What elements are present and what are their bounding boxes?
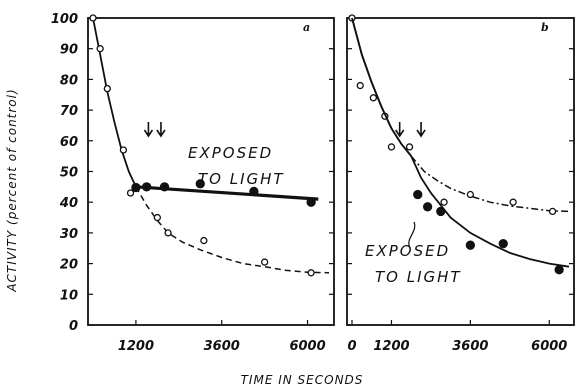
panel-b-open-point — [509, 198, 517, 206]
panel-a-filled-point — [195, 179, 205, 189]
panel-b-filled-point — [465, 240, 476, 250]
panel-b-annotation: TO LIGHT — [375, 268, 462, 286]
panel-a-open-point — [164, 229, 172, 237]
panel-b-fit-dashed — [410, 155, 570, 213]
panel-a-fit-solid — [92, 17, 137, 188]
panel-a-open-point — [260, 258, 269, 266]
y-tick-label: 90 — [60, 43, 78, 58]
panel-b-filled-point — [498, 238, 508, 249]
y-tick-label: 10 — [60, 288, 78, 303]
panel-a-filled-point — [306, 197, 316, 207]
panel-b-x-tick-label: 3600 — [452, 339, 488, 354]
panel-a-x-tick-label: 6000 — [289, 339, 325, 354]
panel-b-filled-point — [436, 206, 446, 217]
y-tick-label: 30 — [60, 227, 78, 242]
panel-a-open-point — [103, 84, 111, 93]
y-axis-label: ACTIVITY (percent of control) — [5, 88, 19, 292]
y-tick-label: 40 — [59, 196, 78, 211]
panel-a-x-tick-label: 3600 — [204, 339, 240, 354]
y-tick-label: 100 — [51, 12, 78, 27]
panel-a: 0 10 20 30 40 50 60 70 80 90 100 1200 3600 6000 EXPOSE… — [51, 12, 335, 354]
panel-a-filled-point — [141, 182, 152, 192]
panel-b-filled-point — [554, 265, 564, 275]
y-tick-label: 80 — [60, 73, 78, 88]
panel-b: 0 1200 3600 6000 EXPOSED TO LIGHT b — [346, 14, 575, 354]
panel-b-x-tick-label: 0 — [347, 339, 356, 354]
panel-b-open-point — [466, 190, 475, 199]
y-tick-label: 50 — [60, 166, 78, 181]
panel-b-filled-point — [413, 189, 423, 200]
y-tick-label: 20 — [60, 258, 78, 273]
panel-b-down-arrow — [416, 122, 426, 138]
panel-a-x-tick-label: 1200 — [118, 339, 154, 354]
panel-b-fit-exposed — [351, 17, 570, 268]
panel-a-open-point — [307, 269, 315, 277]
panel-a-open-point — [89, 14, 97, 22]
panel-b-open-point — [356, 81, 364, 90]
y-tick-label: 70 — [60, 104, 78, 119]
panel-b-open-point — [548, 207, 557, 216]
panel-b-open-point — [405, 143, 414, 151]
panel-b-down-arrow — [395, 122, 405, 138]
panel-b-open-point — [369, 94, 378, 102]
panel-a-down-arrow — [156, 122, 166, 138]
panel-a-annotation: TO LIGHT — [198, 170, 285, 188]
panel-b-filled-point — [422, 202, 433, 212]
panel-a-open-point — [119, 146, 128, 154]
panel-a-open-point — [153, 213, 162, 222]
panel-b-annotation-pointer — [408, 221, 416, 249]
panel-b-annotation: EXPOSED — [365, 242, 450, 260]
panel-a-down-arrow — [143, 122, 154, 138]
panel-b-x-tick-label: 6000 — [531, 339, 567, 354]
panel-b-open-point — [387, 143, 396, 151]
panel-a-filled-point — [249, 186, 259, 197]
panel-b-letter: b — [541, 21, 549, 34]
panel-a-filled-point — [131, 182, 141, 193]
panel-a-open-point — [96, 45, 104, 53]
x-axis-label: TIME IN SECONDS — [241, 373, 364, 387]
panel-b-x-tick-label: 1200 — [373, 339, 409, 354]
panel-a-fit-dashed — [135, 186, 330, 274]
panel-a-filled-point — [159, 182, 170, 192]
panel-b-open-point — [440, 198, 448, 206]
panel-a-open-point — [200, 236, 208, 245]
y-tick-label: 0 — [69, 319, 78, 334]
panel-a-annotation: EXPOSED — [188, 144, 273, 162]
panel-a-letter: a — [303, 21, 310, 34]
panel-a-open-point — [126, 189, 135, 197]
y-tick-label: 60 — [60, 135, 78, 150]
